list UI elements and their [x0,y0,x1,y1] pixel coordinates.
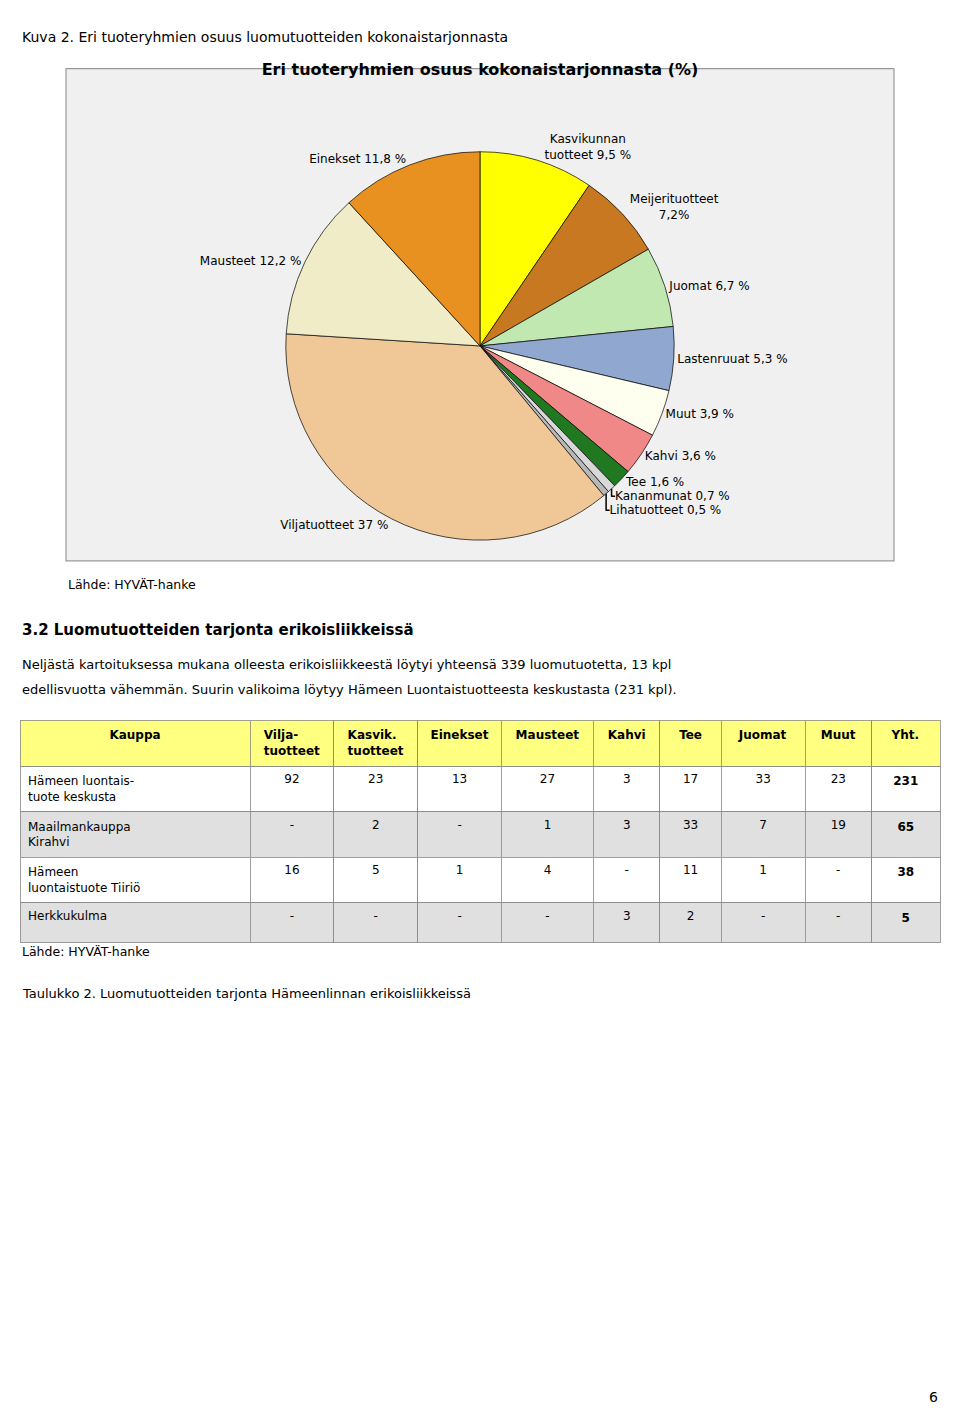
svg-text:-: - [457,909,461,923]
svg-text:edellisvuotta vähemmän. Suurin: edellisvuotta vähemmän. Suurin valikoima… [22,682,677,697]
svg-text:16: 16 [284,863,299,877]
svg-text:Kananmunat 0,7 %: Kananmunat 0,7 % [615,489,730,503]
svg-text:1: 1 [544,818,552,832]
svg-text:-: - [374,909,378,923]
svg-text:23: 23 [831,772,846,786]
svg-text:-: - [836,909,840,923]
svg-text:231: 231 [893,774,918,788]
svg-text:4: 4 [544,863,552,877]
svg-text:Neljästä kartoituksessa mukana: Neljästä kartoituksessa mukana olleesta … [22,657,671,672]
svg-text:Mausteet: Mausteet [516,728,580,742]
svg-text:Vilja-tuotteet: Vilja-tuotteet [264,728,320,758]
svg-text:3: 3 [623,909,631,923]
svg-text:6: 6 [929,1389,938,1405]
svg-text:19: 19 [831,818,846,832]
svg-text:38: 38 [897,865,914,879]
svg-text:5: 5 [902,911,910,925]
svg-text:Mausteet 12,2 %: Mausteet 12,2 % [200,254,301,268]
svg-text:Kahvi 3,6 %: Kahvi 3,6 % [645,449,716,463]
svg-text:1: 1 [456,863,464,877]
svg-text:Lähde: HYVÄT-hanke: Lähde: HYVÄT-hanke [22,944,150,959]
svg-text:3.2 Luomutuotteiden tarjonta e: 3.2 Luomutuotteiden tarjonta erikoisliik… [22,621,414,639]
svg-text:-: - [457,818,461,832]
svg-text:5: 5 [372,863,380,877]
svg-text:-: - [545,909,549,923]
svg-text:92: 92 [284,772,299,786]
svg-text:-: - [290,818,294,832]
svg-text:33: 33 [683,818,698,832]
svg-text:Juomat 6,7 %: Juomat 6,7 % [668,279,749,293]
svg-text:-: - [836,863,840,877]
svg-text:Kasvikunnantuotteet 9,5 %: Kasvikunnantuotteet 9,5 % [544,132,631,162]
svg-text:MaailmankauppaKirahvi: MaailmankauppaKirahvi [28,820,131,850]
svg-text:Juomat: Juomat [738,728,787,742]
svg-text:27: 27 [540,772,555,786]
svg-text:Taulukko 2. Luomutuotteiden ta: Taulukko 2. Luomutuotteiden tarjonta Häm… [22,986,471,1001]
svg-text:23: 23 [368,772,383,786]
svg-text:-: - [290,909,294,923]
svg-text:Einekset: Einekset [430,728,488,742]
svg-text:Tee 1,6 %: Tee 1,6 % [625,475,684,489]
svg-text:Kauppa: Kauppa [109,728,160,742]
svg-text:17: 17 [683,772,698,786]
svg-text:Muut 3,9 %: Muut 3,9 % [666,407,734,421]
svg-text:-: - [761,909,765,923]
svg-text:-: - [625,863,629,877]
svg-text:Viljatuotteet 37 %: Viljatuotteet 37 % [280,518,388,532]
svg-text:Lähde: HYVÄT-hanke: Lähde: HYVÄT-hanke [68,577,196,592]
svg-text:Yht.: Yht. [890,728,919,742]
svg-text:Kahvi: Kahvi [608,728,646,742]
svg-text:11: 11 [683,863,698,877]
svg-text:2: 2 [687,909,695,923]
svg-text:Eri tuoteryhmien osuus kokonai: Eri tuoteryhmien osuus kokonaistarjonnas… [262,60,699,79]
svg-text:Hämeen luontais-tuote keskusta: Hämeen luontais-tuote keskusta [28,774,134,804]
svg-text:Tee: Tee [679,728,702,742]
svg-text:Kasvik.tuotteet: Kasvik.tuotteet [348,728,404,758]
svg-text:Lihatuotteet 0,5 %: Lihatuotteet 0,5 % [610,503,722,517]
svg-text:3: 3 [623,818,631,832]
svg-text:Meijerituotteet7,2%: Meijerituotteet7,2% [630,192,719,222]
svg-text:33: 33 [756,772,771,786]
svg-text:65: 65 [897,820,914,834]
svg-text:3: 3 [623,772,631,786]
svg-text:2: 2 [372,818,380,832]
svg-text:Lastenruuat 5,3 %: Lastenruuat 5,3 % [677,352,787,366]
svg-text:1: 1 [759,863,767,877]
svg-text:Kuva 2. Eri tuoteryhmien osuus: Kuva 2. Eri tuoteryhmien osuus luomutuot… [22,29,508,45]
svg-text:13: 13 [452,772,467,786]
svg-text:Einekset 11,8 %: Einekset 11,8 % [309,152,406,166]
svg-text:Hämeenluontaistuote Tiiriö: Hämeenluontaistuote Tiiriö [28,865,140,895]
svg-text:Muut: Muut [821,728,856,742]
svg-text:7: 7 [759,818,767,832]
svg-text:Herkkukulma: Herkkukulma [28,909,107,923]
